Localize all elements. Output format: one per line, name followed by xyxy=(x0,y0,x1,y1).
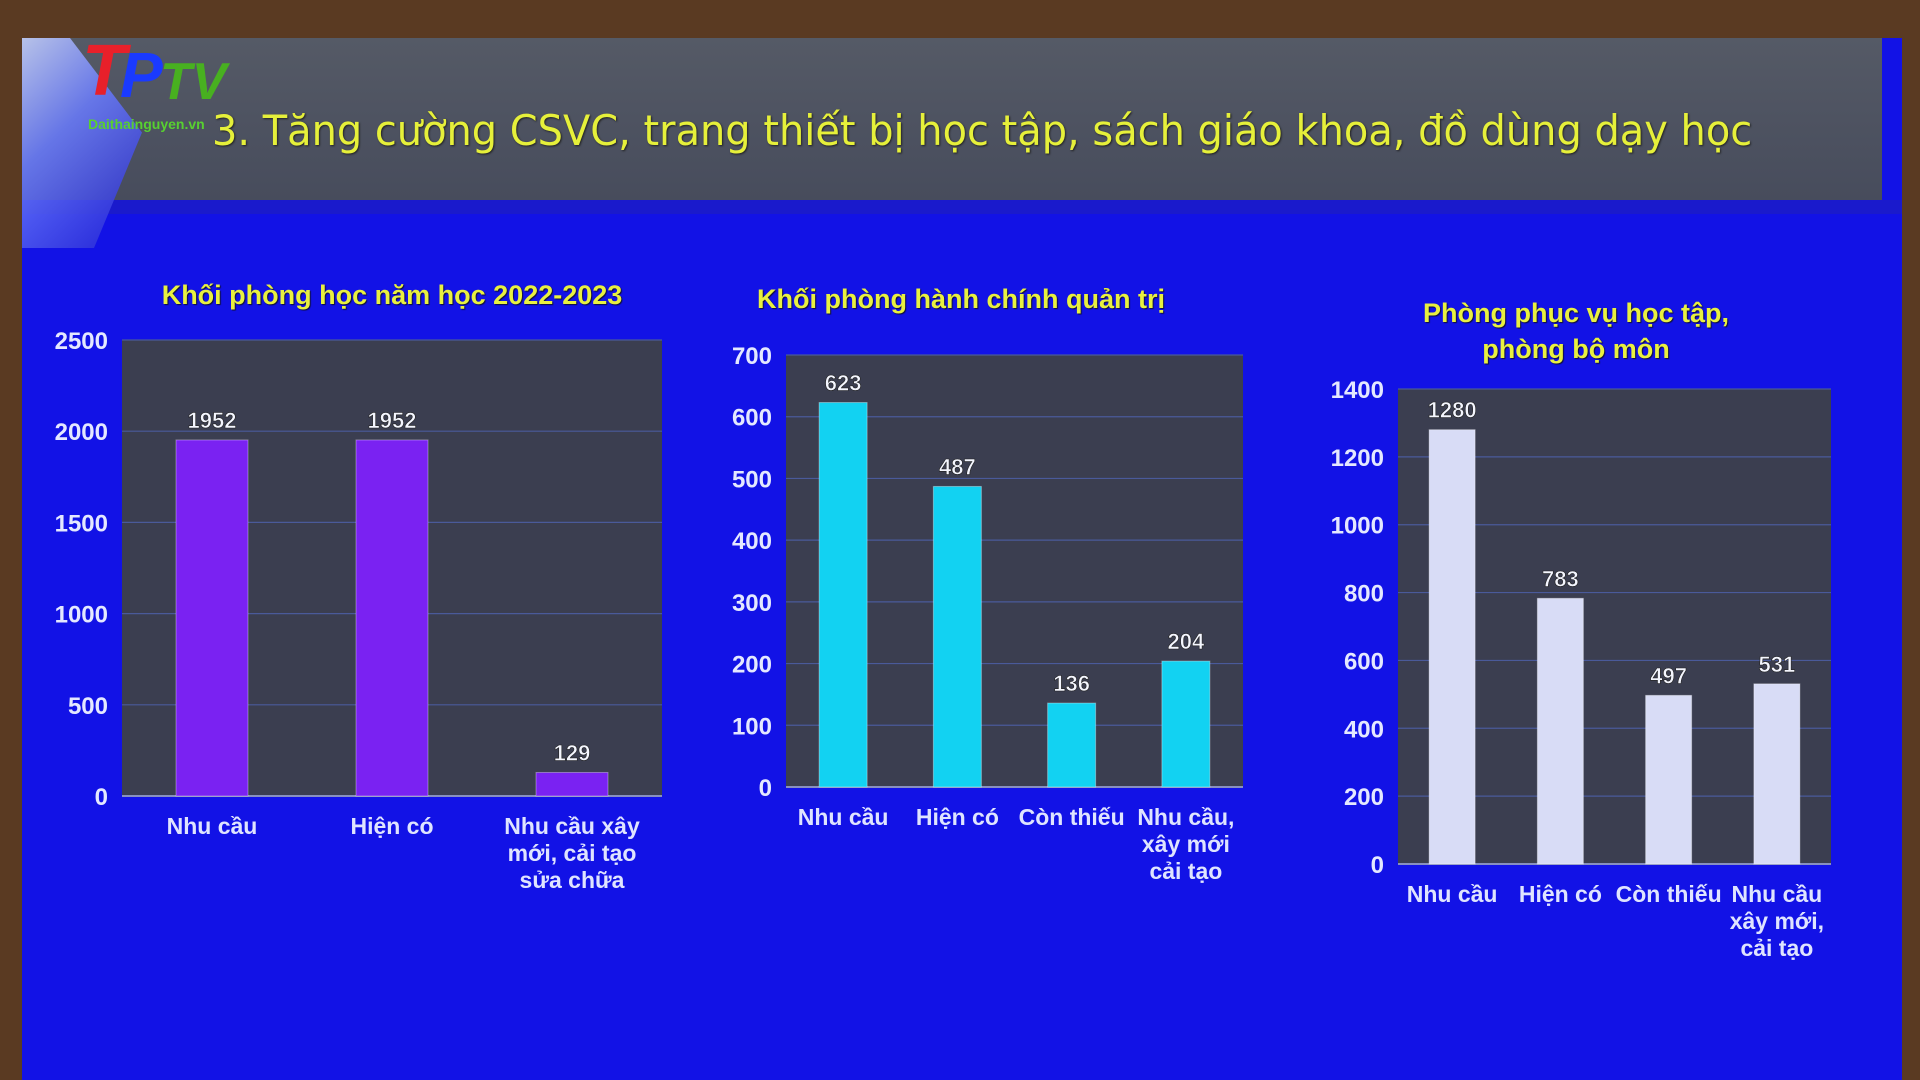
y-tick-label: 200 xyxy=(1344,784,1384,811)
logo-site-text: Daithainguyen.vn xyxy=(88,116,205,132)
data-label: 623 xyxy=(825,371,862,396)
x-category-label: Nhu cầu, xyxy=(1137,804,1234,830)
y-tick-label: 700 xyxy=(732,343,772,370)
chart-3: 0 200 400 600 800 1000 1200 1400 1280 Nhu cầu 783 H… xyxy=(1331,377,1831,961)
x-category-label: Nhu cầu xây xyxy=(504,813,640,839)
y-tick-label: 500 xyxy=(68,693,108,720)
x-category-label: Hiện có xyxy=(1519,881,1602,907)
y-tick-label: 400 xyxy=(732,528,772,555)
chart-3-title-line-1: Phòng phục vụ học tập, xyxy=(1423,298,1729,328)
data-label: 1952 xyxy=(188,408,237,433)
y-tick-label: 500 xyxy=(732,466,772,493)
y-tick-label: 600 xyxy=(732,405,772,432)
x-category-label: Hiện có xyxy=(350,813,433,839)
bar xyxy=(932,485,982,788)
x-category-label: cải tạo xyxy=(1740,935,1813,961)
bar xyxy=(1428,429,1476,865)
bar xyxy=(1161,660,1211,788)
x-category-label: sửa chữa xyxy=(520,867,625,893)
chart-2-title: Khối phòng hành chính quản trị xyxy=(757,284,1165,314)
x-category-label: Còn thiếu xyxy=(1019,804,1125,830)
y-tick-label: 2500 xyxy=(55,328,108,355)
x-category-label: xây mới xyxy=(1142,831,1230,857)
chart-2: 0 100 200 300 400 500 600 700 623 Nhu cầu 487 Hiện … xyxy=(732,343,1243,884)
chart-1: 0 500 1000 1500 2000 2500 1952 Nhu cầu 1952 Hiện … xyxy=(55,328,662,893)
bar xyxy=(1047,702,1097,788)
y-tick-label: 1000 xyxy=(55,602,108,629)
chart-3-title: Phòng phục vụ học tập, phòng bộ môn xyxy=(1423,295,1729,367)
chart-1-title: Khối phòng học năm học 2022-2023 xyxy=(161,280,623,310)
y-tick-label: 1200 xyxy=(1331,445,1384,472)
bar xyxy=(1536,597,1584,865)
y-tick-label: 300 xyxy=(732,590,772,617)
x-category-label: Còn thiếu xyxy=(1616,881,1722,907)
chart-3-title-line-2: phòng bộ môn xyxy=(1482,334,1670,364)
y-tick-label: 0 xyxy=(95,784,108,811)
bar xyxy=(1753,683,1801,865)
y-tick-label: 800 xyxy=(1344,581,1384,608)
x-category-label: Nhu cầu xyxy=(167,813,258,839)
data-label: 531 xyxy=(1759,652,1796,677)
y-tick-label: 1000 xyxy=(1331,513,1384,540)
data-label: 487 xyxy=(939,454,976,479)
bar xyxy=(1645,694,1693,865)
y-tick-label: 0 xyxy=(1371,852,1384,879)
x-category-label: Hiện có xyxy=(916,804,999,830)
bar xyxy=(818,402,868,788)
y-tick-label: 100 xyxy=(732,713,772,740)
y-tick-label: 200 xyxy=(732,652,772,679)
y-tick-label: 1500 xyxy=(55,510,108,537)
y-tick-label: 1400 xyxy=(1331,377,1384,404)
slide-header xyxy=(22,38,1882,200)
x-category-label: Nhu cầu xyxy=(1407,881,1498,907)
x-category-label: cải tạo xyxy=(1149,858,1222,884)
y-tick-label: 600 xyxy=(1344,648,1384,675)
header-divider xyxy=(22,200,1902,214)
x-category-label: Nhu cầu xyxy=(1732,881,1823,907)
data-label: 783 xyxy=(1542,566,1579,591)
slide-title: 3. Tăng cường CSVC, trang thiết bị học t… xyxy=(212,106,1753,155)
data-label: 1952 xyxy=(368,408,417,433)
x-category-label: Nhu cầu xyxy=(798,804,889,830)
data-label: 136 xyxy=(1053,671,1090,696)
y-tick-label: 0 xyxy=(759,775,772,802)
y-tick-label: 400 xyxy=(1344,716,1384,743)
data-label: 204 xyxy=(1168,629,1205,654)
data-label: 1280 xyxy=(1428,398,1477,423)
tptv-logo: T P TV Daithainguyen.vn xyxy=(82,31,227,132)
y-tick-label: 2000 xyxy=(55,419,108,446)
bar xyxy=(175,439,249,797)
bar xyxy=(535,771,609,797)
data-label: 129 xyxy=(554,740,591,765)
bar xyxy=(355,439,429,797)
x-category-label: mới, cải tạo xyxy=(508,840,637,866)
x-category-label: xây mới, xyxy=(1730,908,1824,934)
data-label: 497 xyxy=(1650,663,1687,688)
